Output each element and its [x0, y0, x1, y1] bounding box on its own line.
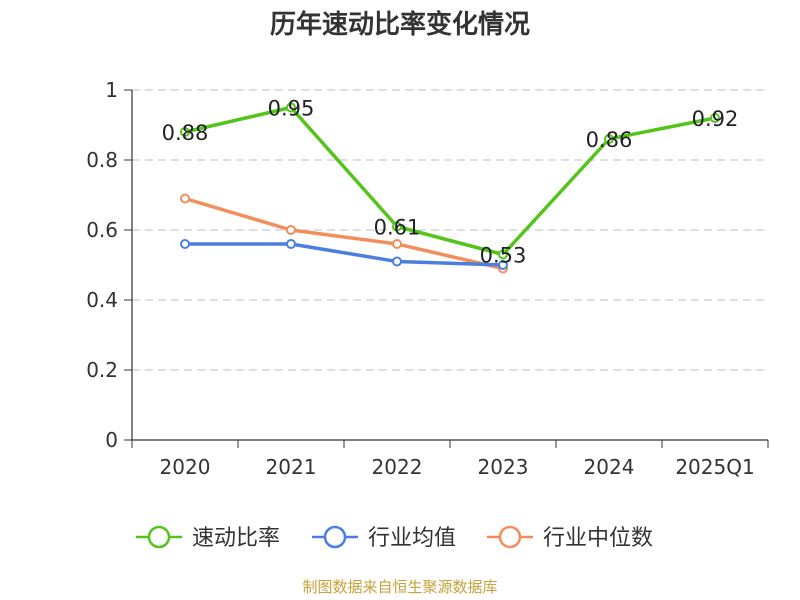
data-point: [180, 127, 190, 137]
data-point: [286, 225, 296, 235]
data-label: 0.88: [162, 121, 209, 145]
legend-marker: [323, 525, 347, 549]
data-label: 0.53: [480, 244, 527, 268]
data-point: [180, 239, 190, 249]
data-point: [604, 134, 614, 144]
data-point: [392, 256, 402, 267]
data-label: 0.92: [692, 107, 739, 131]
y-tick-label: 0.2: [86, 358, 118, 382]
y-tick-label: 0.8: [86, 148, 118, 172]
x-tick-label: 2022: [372, 455, 423, 479]
data-point: [498, 249, 508, 260]
x-tick-label: 2024: [584, 455, 635, 479]
y-tick-label: 0.6: [86, 218, 118, 242]
data-point: [180, 193, 190, 204]
legend-label: 行业均值: [368, 526, 456, 551]
series-line-1: [184, 105, 716, 257]
legend-label: 速动比率: [192, 526, 280, 551]
series-line-2: [185, 242, 504, 267]
y-tick-label: 0.4: [86, 288, 118, 312]
data-point: [286, 239, 296, 249]
y-tick-label: 0: [105, 428, 118, 452]
x-tick-label: 2025Q1: [675, 455, 754, 479]
x-tick-label: 2021: [266, 455, 317, 479]
x-tick-label: 2023: [478, 455, 529, 479]
legend-label: 行业中位数: [543, 526, 653, 551]
source-footer: 制图数据来自恒生聚源数据库: [302, 578, 498, 596]
data-point: [498, 260, 508, 270]
data-label: 0.61: [374, 216, 421, 240]
chart-title: 历年速动比率变化情况: [269, 10, 530, 40]
y-tick-label: 1: [105, 78, 118, 102]
data-point: [392, 239, 402, 249]
data-point: [392, 221, 402, 232]
x-tick-label: 2020: [160, 455, 211, 479]
legend-marker: [147, 525, 171, 549]
series-line-3: [184, 196, 504, 271]
data-point: [286, 102, 296, 113]
data-label: 0.95: [268, 97, 315, 121]
data-label: 0.86: [586, 128, 633, 152]
data-point: [710, 113, 720, 123]
legend-marker: [498, 525, 522, 549]
